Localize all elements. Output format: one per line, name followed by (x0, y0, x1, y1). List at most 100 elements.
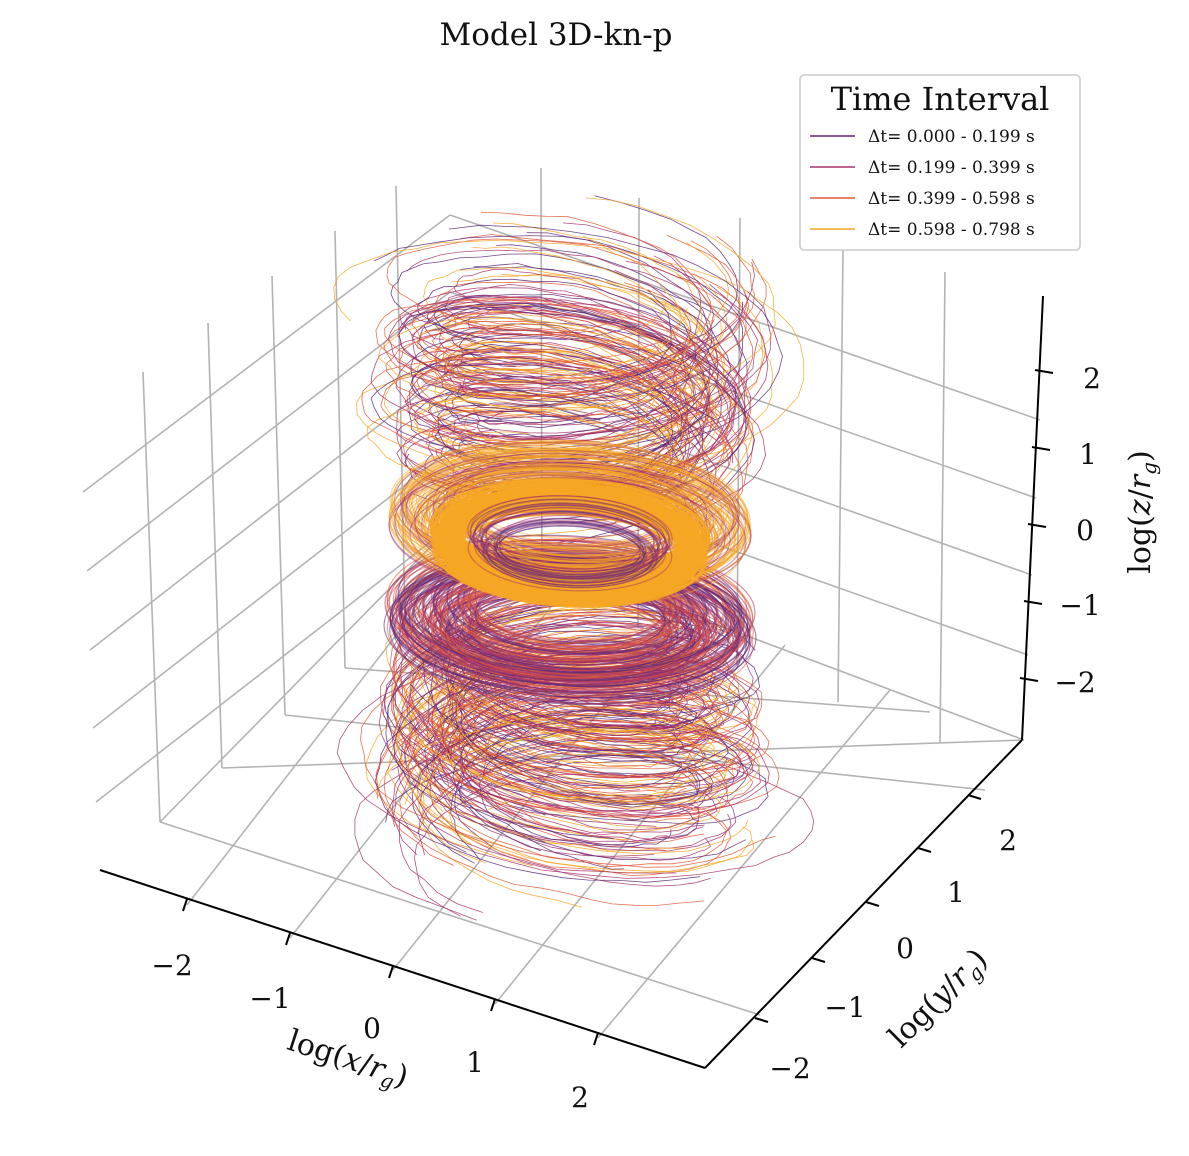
x-axis-label: log(x/rg) (282, 1023, 412, 1098)
trajectory-line (402, 441, 738, 566)
trajectory-line (466, 587, 674, 661)
y-tick-mark (811, 957, 826, 963)
trajectory-line (399, 600, 741, 906)
trajectory-line (383, 604, 756, 808)
grid-line (221, 739, 1025, 769)
y-tick-label: 2 (999, 824, 1017, 857)
trajectory-line (377, 197, 776, 537)
trajectory-line (472, 504, 668, 580)
trajectory-line (385, 615, 769, 825)
z-tick-mark (1023, 600, 1043, 605)
trajectory-line (430, 610, 734, 803)
z-tick-label: 2 (1083, 362, 1101, 395)
z-tick-mark (1034, 369, 1054, 374)
legend-box (799, 74, 1081, 251)
grid-line (837, 249, 844, 703)
z-tick-mark (1019, 677, 1039, 682)
trajectory-line (333, 239, 805, 475)
trajectory-line (454, 464, 686, 557)
trajectory-line (411, 267, 704, 454)
z-tick-mark (1027, 523, 1047, 528)
trajectory-line (436, 487, 704, 592)
x-axis-line (99, 869, 706, 1069)
trajectory-line (484, 517, 656, 584)
trajectory-line (481, 507, 659, 576)
trajectory-line (392, 538, 748, 670)
trajectory-line (375, 606, 761, 805)
y-tick-label: −2 (769, 1052, 810, 1085)
trajectory-line (474, 499, 666, 573)
grid-line (207, 322, 223, 769)
trajectory-line (370, 290, 772, 545)
y-tick-mark (754, 1017, 769, 1023)
grid-line (271, 275, 286, 716)
x-tick-mark (490, 998, 496, 1012)
trajectory-line (365, 594, 758, 867)
grid-line (95, 524, 453, 803)
trajectory-line (440, 582, 700, 679)
grid-line (159, 821, 761, 1016)
x-tick-label: 0 (363, 1012, 381, 1045)
trajectory-line (412, 631, 732, 852)
trajectory-line (399, 556, 741, 687)
grid-line (142, 371, 161, 823)
x-tick-label: −2 (151, 949, 192, 982)
y-tick-mark (865, 901, 880, 907)
trajectory-line (473, 511, 667, 586)
x-tick-mark (182, 898, 188, 912)
z-tick-label: −2 (1054, 666, 1095, 699)
trajectory-line (402, 565, 738, 692)
trajectory-line (467, 495, 673, 575)
grid-line (82, 214, 451, 493)
trajectory-line (486, 522, 654, 587)
trajectory-line (414, 649, 718, 917)
legend-title: Time Interval (831, 80, 1050, 118)
trajectory-line (444, 308, 688, 500)
grid-line (334, 230, 346, 669)
x-tick-label: 1 (466, 1046, 484, 1079)
legend-entry-label: Δt= 0.000 - 0.199 s (868, 127, 1035, 147)
grid-line (939, 271, 946, 743)
z-tick-label: 0 (1076, 514, 1094, 547)
trajectory-line (496, 524, 644, 582)
trajectory-line (444, 283, 687, 445)
legend-entry-label: Δt= 0.598 - 0.798 s (868, 220, 1035, 240)
trajectory-line (417, 278, 719, 471)
z-axis-line (1021, 295, 1044, 741)
z-axis-label: log(z/rg) (1123, 450, 1161, 573)
trajectory-line (460, 674, 672, 848)
z-tick-label: −1 (1059, 589, 1100, 622)
y-tick-label: 1 (947, 876, 965, 909)
grid-line (494, 644, 786, 1005)
y-tick-label: −1 (824, 991, 865, 1024)
x-tick-label: −1 (249, 982, 290, 1015)
trajectory-line (433, 294, 711, 450)
trajectory-line (390, 253, 748, 466)
legend-entry-label: Δt= 0.399 - 0.598 s (868, 189, 1035, 209)
trajectory-line (434, 580, 706, 686)
x-tick-mark (593, 1032, 599, 1046)
chart-title: Model 3D-kn-p (439, 17, 672, 53)
trajectory-line (481, 519, 659, 589)
trajectory-line (393, 651, 747, 860)
x-ticks: −2 −1 0 1 2 (151, 898, 599, 1114)
trajectory-line (402, 304, 735, 491)
trajectory-line (409, 283, 759, 439)
trajectory-line (432, 273, 725, 454)
grid-line (597, 689, 891, 1039)
trajectory-line (380, 234, 767, 503)
trajectory-layer (333, 195, 815, 921)
trajectory-line (401, 570, 739, 705)
y-tick-mark (967, 794, 982, 800)
trajectory-line (444, 244, 713, 527)
trajectory-line (395, 260, 769, 461)
trajectory-line (373, 235, 744, 443)
x-tick-mark (285, 932, 291, 946)
x-tick-label: 2 (571, 1081, 589, 1114)
trajectory-line (336, 648, 815, 879)
trajectory-line (375, 579, 755, 866)
trajectory-line (452, 246, 694, 448)
z-tick-mark (1031, 446, 1051, 451)
legend: Time Interval Δt= 0.000 - 0.199 s Δt= 0.… (799, 74, 1081, 251)
